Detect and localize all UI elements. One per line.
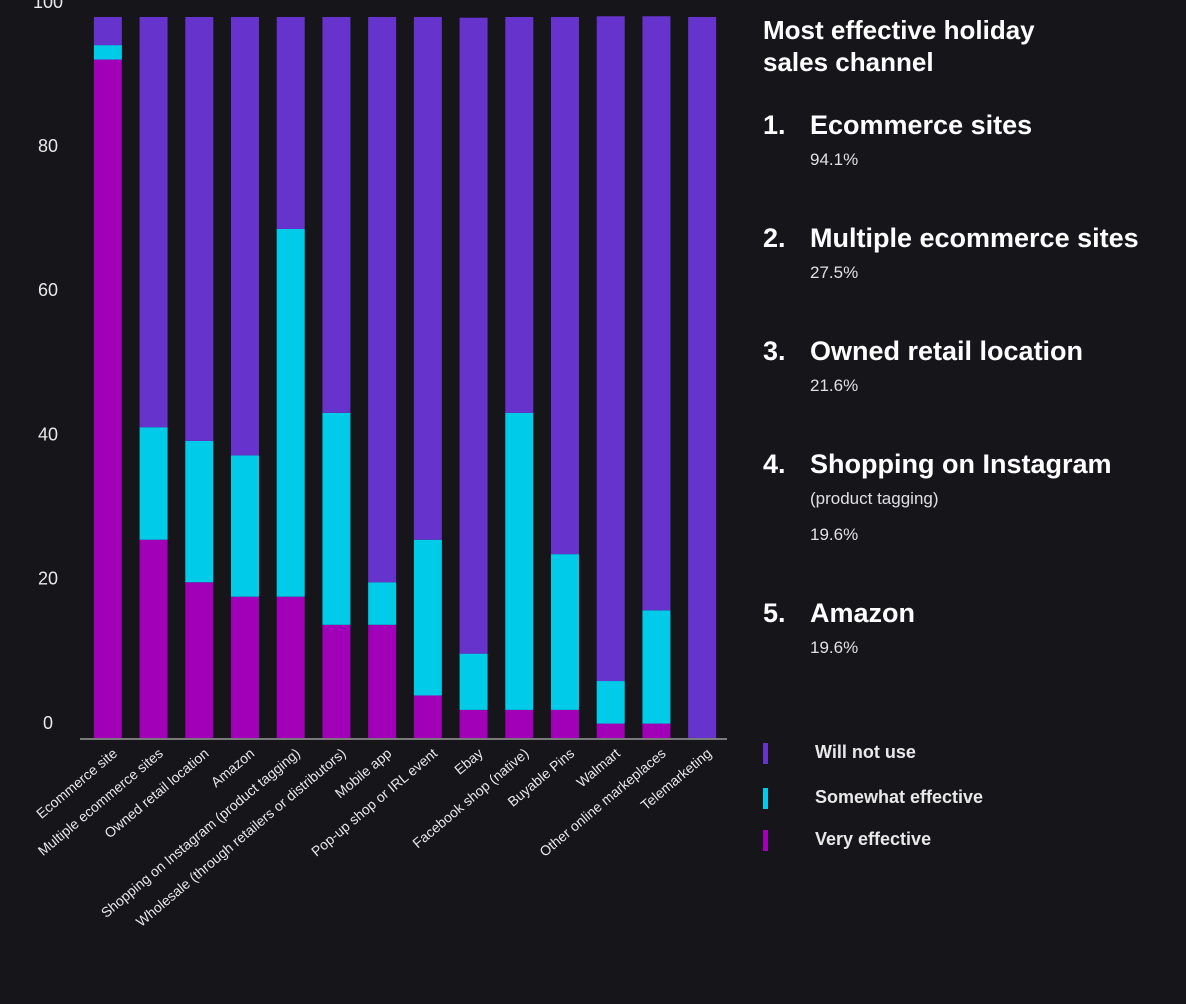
ranking-item: 1. Ecommerce sites 94.1% xyxy=(763,108,1183,178)
ranking-detail: 27.5% xyxy=(810,263,859,282)
bar-segment xyxy=(596,16,625,682)
ranking-panel: Most effective holiday sales channel 1. E… xyxy=(763,14,1183,709)
channel-name: Multiple ecommerce sites xyxy=(810,223,1139,253)
bar-segment xyxy=(276,596,305,738)
rank: 1. xyxy=(763,110,786,140)
y-tick-label: 40 xyxy=(38,424,58,444)
rank: 3. xyxy=(763,336,786,366)
channel-name: Shopping on Instagram xyxy=(810,449,1112,479)
ranking-item: 2. Multiple ecommerce sites 27.5% xyxy=(763,221,1183,291)
legend-swatch xyxy=(763,743,768,764)
bar-segment xyxy=(139,427,168,540)
bar-segment xyxy=(459,653,488,710)
bar-segment xyxy=(688,17,717,738)
ranking-item: 3. Owned retail location 21.6% xyxy=(763,334,1183,404)
bar-segment xyxy=(322,17,351,413)
ranking-list: 1. Ecommerce sites 94.1% 2. Multiple ecommer… xyxy=(763,108,1183,666)
ranking-item: 5. Amazon 19.6% xyxy=(763,596,1183,666)
bar-segment xyxy=(413,17,442,540)
bar-segment xyxy=(642,723,671,738)
y-tick-label: 20 xyxy=(38,569,58,589)
legend-swatch xyxy=(763,830,768,851)
bar-segment xyxy=(505,709,534,738)
ranking-head: 4. Shopping on Instagram xyxy=(763,447,1183,481)
ranking-head: 1. Ecommerce sites xyxy=(763,108,1183,142)
bar-segment xyxy=(596,723,625,738)
bar-segment xyxy=(413,539,442,696)
bar-segment xyxy=(93,17,122,46)
rank: 5. xyxy=(763,598,786,628)
bar-segment xyxy=(505,412,534,710)
y-tick-label: 80 xyxy=(38,136,58,156)
bar-segment xyxy=(413,695,442,738)
ranking-head: 2. Multiple ecommerce sites xyxy=(763,221,1183,255)
bar-segment xyxy=(276,228,305,597)
bar-segment xyxy=(322,412,351,625)
ranking-item: 4. Shopping on Instagram (product tagging)… xyxy=(763,447,1183,553)
bar-segment xyxy=(368,582,397,625)
bar-segment xyxy=(596,681,625,724)
x-tick-label: Wholesale (through retailers or distribu… xyxy=(133,745,349,930)
bar-segment xyxy=(551,709,579,738)
x-tick-label: Ebay xyxy=(451,745,486,778)
bar-segment xyxy=(139,17,168,428)
bar-segment xyxy=(185,440,214,583)
bar-segment xyxy=(139,539,168,738)
bar-segment xyxy=(459,709,488,738)
bar-segment xyxy=(368,624,397,738)
panel-title: Most effective holiday sales channel xyxy=(763,15,1035,77)
bar-segment xyxy=(231,455,259,597)
channel-name: Owned retail location xyxy=(810,336,1084,366)
ranking-detail: 19.6% xyxy=(810,638,859,657)
y-tick-label: 100 xyxy=(33,0,63,12)
bar-segment xyxy=(368,17,397,583)
legend-label: Will not use xyxy=(815,742,916,762)
legend-label: Very effective xyxy=(815,829,931,849)
channel-name: Amazon xyxy=(810,598,916,628)
legend-swatch xyxy=(763,788,768,809)
bar-segment xyxy=(551,554,579,710)
bar-segment xyxy=(185,17,214,441)
bar-segment xyxy=(505,17,534,413)
ranking-detail: (product tagging) xyxy=(810,489,939,508)
bar-segment xyxy=(231,17,259,456)
bar-segment xyxy=(642,610,671,724)
rank: 4. xyxy=(763,449,786,479)
ranking-head: 5. Amazon xyxy=(763,596,1183,630)
y-tick-label: 60 xyxy=(38,280,58,300)
bar-segment xyxy=(459,17,488,654)
ranking-detail: 94.1% xyxy=(810,150,859,169)
bar-segment xyxy=(551,17,579,555)
y-tick-label: 0 xyxy=(43,713,53,733)
ranking-detail: 21.6% xyxy=(810,376,859,395)
bar-segment xyxy=(642,16,671,611)
bar-segment xyxy=(93,45,122,60)
ranking-detail: 19.6% xyxy=(810,525,859,544)
rank: 2. xyxy=(763,223,786,253)
channel-name: Ecommerce sites xyxy=(810,110,1033,140)
bar-segment xyxy=(231,596,259,738)
bar-segment xyxy=(185,582,214,738)
ranking-head: 3. Owned retail location xyxy=(763,334,1183,368)
bar-segment xyxy=(276,17,305,229)
bar-segment xyxy=(322,624,351,738)
legend-label: Somewhat effective xyxy=(815,787,983,807)
bar-segment xyxy=(93,59,122,738)
